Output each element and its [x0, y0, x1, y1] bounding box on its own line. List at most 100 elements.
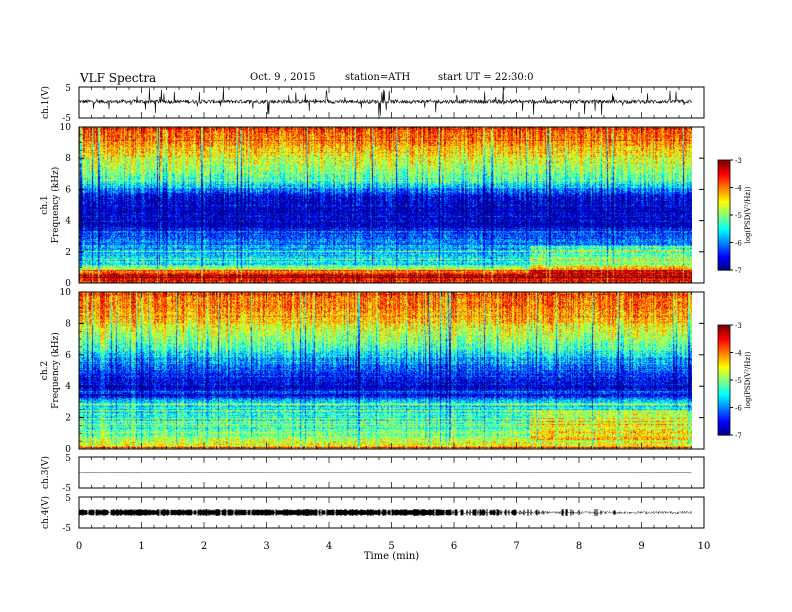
ch1-spectrogram-colorbar-cell: [718, 227, 730, 230]
ch2-spectrogram-colorbar-cell: [718, 331, 730, 335]
xtick-label: 7: [513, 541, 519, 552]
ch2-spectrogram-colorbar-cell: [718, 381, 730, 385]
ch1-spectrogram-colorbar-cell: [718, 211, 730, 214]
ch2-spectrogram-colorbar-cell: [718, 349, 730, 352]
ch1-waveform-ytick-label: -5: [62, 114, 71, 124]
ch2-spectrogram-colorbar-cell: [718, 367, 730, 371]
ch1-spectrogram-colorbar-cell: [718, 175, 730, 178]
ch1-spectrogram-heatmap: [79, 127, 692, 283]
ch1-spectrogram-colorbar-cell: [718, 221, 730, 225]
ch1-spectrogram-colorbar-cell: [718, 196, 730, 199]
xtick-label: 3: [263, 541, 269, 552]
ch2-spectrogram-colorbar-cell: [718, 386, 730, 390]
ch1-spectrogram-colorbar-tick-label: -6: [735, 240, 742, 248]
ch1-spectrogram-colorbar-label: log(PSD(V²/Hz)): [744, 186, 752, 243]
xtick-label: 10: [698, 541, 711, 552]
ch1-spectrogram-colorbar-cell: [718, 184, 730, 187]
ch1-spectrogram-colorbar-cell: [718, 204, 730, 208]
ch2-spectrogram-colorbar-cell: [718, 421, 730, 424]
ch1-spectrogram-colorbar-cell: [718, 220, 730, 223]
ch2-spectrogram-colorbar-cell: [718, 400, 730, 403]
ch2-spectrogram-colorbar-cell: [718, 340, 730, 343]
ch1-spectrogram-colorbar-cell: [718, 252, 730, 256]
ch1-spectrogram-colorbar-cell: [718, 178, 730, 182]
ch1-spectrogram-ytick-label: 4: [65, 217, 71, 227]
ch2-spectrogram-colorbar-cell: [718, 338, 730, 342]
xtick-label: 8: [576, 541, 582, 552]
ch1-spectrogram-colorbar-cell: [718, 240, 730, 244]
ch2-spectrogram-ytick-label: 0: [65, 445, 71, 455]
ch1-spectrogram-ytick-label: 2: [65, 248, 71, 258]
ch2-spectrogram-colorbar-cell: [718, 361, 730, 364]
ch1-spectrogram-colorbar-cell: [718, 251, 730, 254]
xtick-label: 0: [76, 541, 82, 552]
ch2-spectrogram-colorbar-cell: [718, 355, 730, 359]
ch3-waveform-ylabel: ch.3(V): [40, 456, 51, 489]
ch1-spectrogram-colorbar-cell: [718, 187, 730, 190]
ch1-spectrogram-colorbar-cell: [718, 206, 730, 209]
ch2-spectrogram-ytick-label: 6: [65, 351, 71, 361]
xtick-label: 4: [326, 541, 332, 552]
ch1-spectrogram-colorbar-cell: [718, 263, 730, 266]
ch1-spectrogram-colorbar-tick-label: -3: [735, 157, 742, 165]
ch2-spectrogram-colorbar-cell: [718, 419, 730, 422]
ch2-spectrogram-colorbar-cell: [718, 330, 730, 333]
ch2-spectrogram-colorbar-tick-label: -4: [735, 350, 742, 358]
ch1-spectrogram-colorbar-cell: [718, 173, 730, 177]
xtick-label: 1: [138, 541, 144, 552]
ch1-waveform-trace: [78, 86, 692, 116]
ch1-spectrogram-colorbar-cell: [718, 190, 730, 194]
ch1-spectrogram-colorbar-cell: [718, 230, 730, 233]
ch1-spectrogram-colorbar-cell: [718, 237, 730, 240]
ch2-spectrogram-colorbar-cell: [718, 364, 730, 367]
ch1-spectrogram-colorbar-cell: [718, 213, 730, 216]
ch2-spectrogram-colorbar-cell: [718, 417, 730, 421]
ch1-spectrogram-ylabel: ch.1: [40, 195, 50, 214]
ch1-waveform-ytick-label: 5: [65, 84, 71, 94]
ch2-spectrogram-colorbar-cell: [718, 374, 730, 378]
ch2-spectrogram-colorbar-cell: [718, 376, 730, 379]
ch2-spectrogram-colorbar-cell: [718, 412, 730, 415]
ch2-spectrogram-colorbar-cell: [718, 433, 730, 436]
ch1-spectrogram-colorbar-cell: [718, 264, 730, 268]
ch1-spectrogram-colorbar-cell: [718, 194, 730, 197]
ch2-spectrogram-colorbar-cell: [718, 347, 730, 350]
ch1-spectrogram-colorbar-tick-label: -5: [735, 212, 742, 220]
ch2-spectrogram-colorbar-cell: [718, 359, 730, 362]
ch1-spectrogram-colorbar-cell: [718, 242, 730, 245]
ch1-spectrogram-colorbar-cell: [718, 199, 730, 202]
ch1-spectrogram-colorbar-cell: [718, 256, 730, 259]
ch2-spectrogram-colorbar-cell: [718, 350, 730, 354]
ch1-spectrogram-colorbar-cell: [718, 261, 730, 264]
ch1-spectrogram-colorbar-cell: [718, 216, 730, 220]
ch1-waveform-ylabel: ch.1(V): [40, 86, 51, 119]
ch2-spectrogram-colorbar-cell: [718, 371, 730, 374]
ch2-spectrogram-colorbar-tick-label: -7: [735, 432, 742, 440]
ch2-spectrogram-heatmap: [79, 292, 692, 449]
header-station: station=ATH: [345, 72, 411, 83]
ch1-spectrogram-colorbar-cell: [718, 197, 730, 201]
ch2-spectrogram-colorbar-cell: [718, 424, 730, 428]
ch2-spectrogram-colorbar-cell: [718, 342, 730, 345]
ch2-spectrogram-colorbar-cell: [718, 402, 730, 405]
ch1-spectrogram-colorbar-cell: [718, 160, 730, 163]
header-start-time: start UT = 22:30:0: [438, 72, 534, 83]
header-date: Oct. 9 , 2015: [250, 72, 316, 83]
ch2-spectrogram-colorbar-cell: [718, 335, 730, 338]
ch1-spectrogram-colorbar-tick-label: -4: [735, 185, 742, 193]
ch2-spectrogram-colorbar-cell: [718, 431, 730, 434]
ch1-spectrogram-colorbar-cell: [718, 228, 730, 232]
ch1-spectrogram-colorbar-cell: [718, 244, 730, 247]
ch2-spectrogram-colorbar-cell: [718, 385, 730, 388]
ch2-spectrogram-colorbar-cell: [718, 380, 730, 383]
ch4-waveform-ytick-label: 5: [65, 494, 71, 504]
ch2-spectrogram-colorbar-cell: [718, 378, 730, 381]
ch2-spectrogram-colorbar-cell: [718, 333, 730, 336]
ch2-spectrogram-ytick-label: 4: [65, 382, 71, 392]
ch2-spectrogram-colorbar-cell: [718, 407, 730, 410]
ch1-spectrogram-colorbar-cell: [718, 165, 730, 168]
ch1-spectrogram-colorbar-cell: [718, 170, 730, 173]
ch2-spectrogram-colorbar-cell: [718, 405, 730, 409]
ch1-spectrogram-colorbar-cell: [718, 166, 730, 170]
